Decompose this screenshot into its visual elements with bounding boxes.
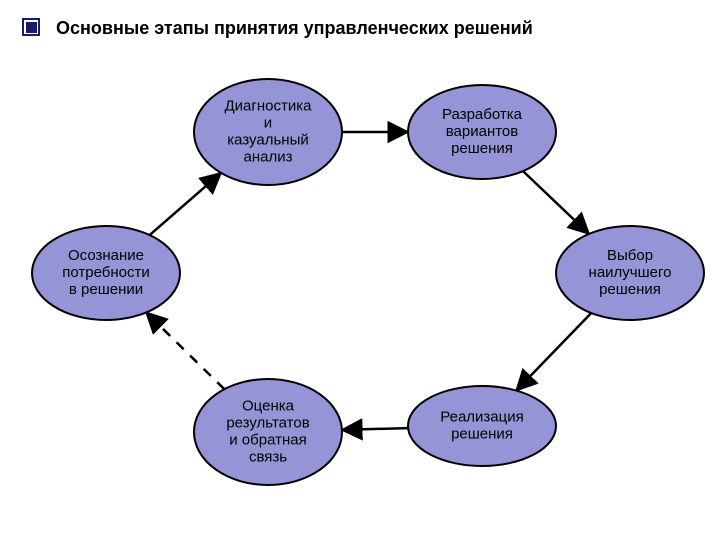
- node-aware-label: потребности: [62, 264, 150, 281]
- node-eval-label: результатов: [226, 414, 309, 431]
- node-diag-label: казуальный: [227, 131, 308, 148]
- node-diag-label: анализ: [244, 148, 293, 165]
- node-develop-label: Разработка: [442, 106, 523, 123]
- node-eval-label: связь: [249, 448, 287, 465]
- node-impl-label: Реализация: [440, 408, 523, 425]
- node-aware: Осознаниепотребностив решении: [32, 226, 180, 320]
- edge-eval-aware: [146, 312, 224, 389]
- node-choose-label: Выбор: [607, 247, 653, 264]
- node-eval-label: Оценка: [242, 397, 295, 414]
- node-develop-label: решения: [451, 140, 513, 157]
- node-aware-label: в решении: [69, 281, 143, 298]
- node-choose-label: наилучшего: [589, 264, 672, 281]
- flow-svg: Осознаниепотребностив решенииДиагностика…: [0, 0, 720, 540]
- node-impl-label: решения: [451, 425, 513, 442]
- edge-choose-impl: [516, 313, 591, 391]
- node-choose-label: решения: [599, 281, 661, 298]
- diagram-container: Основные этапы принятия управленческих р…: [0, 0, 720, 540]
- node-diag-label: и: [264, 114, 272, 131]
- node-develop: Разработкавариантоврешения: [408, 85, 556, 179]
- edge-aware-diag: [150, 173, 221, 235]
- edge-impl-eval: [342, 428, 408, 430]
- node-diag: Диагностикаиказуальныйанализ: [194, 79, 342, 185]
- node-impl: Реализациярешения: [408, 386, 556, 466]
- node-develop-label: вариантов: [446, 123, 519, 140]
- edge-develop-choose: [523, 171, 589, 234]
- node-aware-label: Осознание: [68, 247, 144, 264]
- node-choose: Выборнаилучшегорешения: [556, 226, 704, 320]
- node-diag-label: Диагностика: [225, 97, 313, 114]
- node-eval: Оценкарезультатови обратнаясвязь: [194, 379, 342, 485]
- node-eval-label: и обратная: [229, 431, 306, 448]
